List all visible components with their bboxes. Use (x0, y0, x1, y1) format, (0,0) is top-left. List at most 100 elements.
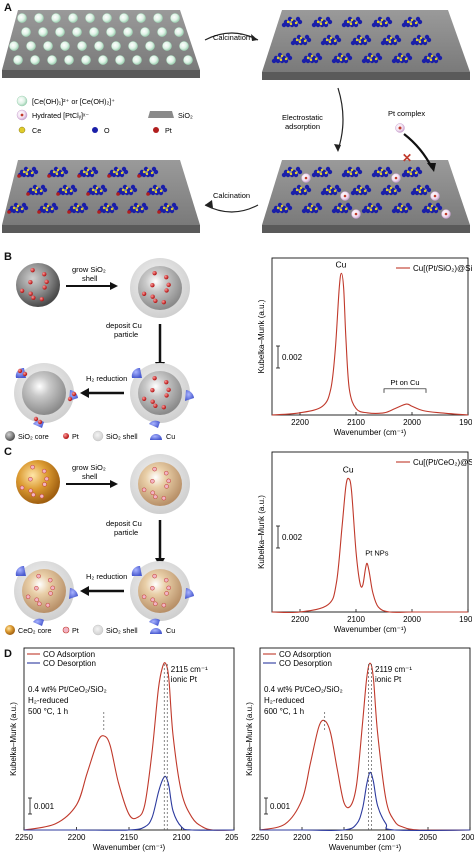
ceo2-core-icon (5, 625, 15, 635)
panel-a-legend: [Ce(OH)₁]²⁺ or [Ce(OH)₂]⁺ Hydrated [PtCl… (16, 95, 193, 135)
ceo2-cluster-clusterBR-12 (331, 202, 353, 214)
ce-ion-16 (123, 27, 133, 37)
label-electrostatic-1: Electrostatic (282, 113, 323, 122)
pt-particle (19, 288, 25, 293)
pt-particle (164, 470, 169, 476)
peak-label-ionic-pt: ionic Pt (375, 675, 402, 684)
pt-particle (164, 577, 169, 583)
ce-ion-17 (140, 27, 150, 37)
b-core-shell (130, 258, 190, 318)
ce-ion-40 (166, 55, 176, 65)
ce-ion-18 (157, 27, 167, 37)
slab-pt-adsorbed (262, 160, 470, 233)
pt-bead-icon (62, 626, 70, 634)
peak-label-wavenumber: 2115 cm⁻¹ (171, 665, 208, 674)
ceo2-cluster-clusterTR-9 (410, 34, 432, 46)
pt-particle (34, 585, 39, 591)
panel-b-schematic: grow SiO₂ shell deposit Cu particle H₂ r… (5, 258, 194, 442)
sample-label-0: 0.4 wt% Pt/CeO₂/SiO₂ (28, 685, 107, 694)
ceo2-cluster-clusterBL-3 (107, 166, 129, 178)
ceo2-cluster-clusterTR-3 (371, 16, 393, 28)
c-label-deposit-2: particle (114, 528, 138, 537)
pt-particle (31, 492, 36, 498)
ceo2-cluster-clusterTR-8 (380, 34, 402, 46)
legend-o: O (104, 126, 110, 135)
ce-ion-22 (43, 41, 53, 51)
legend-pt-ion: Hydrated [PtClᵧ]ˣ⁻ (32, 111, 89, 120)
pt-particle (166, 585, 171, 591)
legend-label: Cu[(Pt/SiO₂)@SiO₂] (413, 264, 472, 273)
pt-particle (161, 602, 167, 608)
pt-particle (19, 485, 25, 491)
x-tick-label: 2050 (225, 833, 238, 842)
scale-bar-label: 0.001 (34, 802, 55, 811)
series-line-co-desorption (260, 771, 471, 831)
ceo2-cluster-clusterTR-14 (391, 52, 413, 64)
ce-ion-37 (115, 55, 125, 65)
pt-particle (42, 271, 47, 277)
pt-particle (164, 274, 169, 280)
ceo2-cluster-clusterTR-11 (301, 52, 323, 64)
b-label-deposit-2: particle (114, 330, 138, 339)
ceo2-cluster-clusterBR-2 (341, 166, 363, 178)
pt-particle (141, 487, 147, 493)
legend-label-desorption: CO Desorption (279, 659, 332, 668)
pt-particle (153, 298, 158, 303)
ceo2-cluster-clusterTR-7 (350, 34, 372, 46)
x-tick-label: 2200 (293, 833, 311, 842)
x-tick-label: 1900 (459, 418, 472, 427)
ce-ion-1 (34, 13, 44, 23)
b-reduced-particle (14, 363, 78, 428)
ceo2-cluster-clusterTR-6 (320, 34, 342, 46)
x-tick-label: 2200 (291, 615, 309, 624)
pt-particle (166, 478, 171, 484)
panel-label-b: B (4, 251, 12, 263)
annotation-cu: Cu (343, 465, 354, 475)
pt-particle (150, 490, 155, 495)
ce-ion-28 (145, 41, 155, 51)
x-tick-label: 2250 (15, 833, 33, 842)
scale-bar-label: 0.001 (270, 802, 291, 811)
b-label-reduction: H₂ reduction (86, 374, 127, 383)
ceo2-cluster-clusterBL-14 (127, 202, 149, 214)
ceo2-cluster-clusterTR-5 (290, 34, 312, 46)
ceo2-cluster-clusterBR-6 (320, 184, 342, 196)
x-tick-label: 2100 (173, 833, 191, 842)
pt-particle (28, 280, 33, 285)
sio2-support-icon (148, 111, 174, 118)
label-pt-complex: Pt complex (388, 109, 425, 118)
ce-ion-15 (106, 27, 116, 37)
b-label-grow-1: grow SiO₂ (72, 265, 106, 274)
pt-particle (152, 466, 157, 472)
c-legend-pt: Pt (72, 626, 79, 635)
ce-ion-5 (102, 13, 112, 23)
b-label-deposit-1: deposit Cu (106, 321, 142, 330)
pt-particle (48, 591, 53, 596)
pt-particle (37, 601, 42, 607)
pt-particle (141, 594, 147, 600)
ce-atom-icon (18, 126, 26, 134)
pt-particle (44, 476, 49, 482)
sio2-shell-icon (92, 430, 104, 442)
legend-label-adsorption: CO Adsorption (43, 650, 95, 659)
y-axis-label: Kubelka–Munk (a.u.) (257, 495, 266, 569)
pt-particle (164, 288, 169, 293)
pt-particle (152, 573, 157, 579)
peak-label-wavenumber: 2119 cm⁻¹ (375, 665, 412, 674)
ceo2-cluster-clusterBL-15 (157, 202, 179, 214)
pt-particle (150, 294, 155, 299)
x-tick-label: 1900 (459, 615, 472, 624)
o-atom-icon (92, 127, 98, 133)
ceo2-cluster-clusterTR-1 (311, 16, 333, 28)
chart-c: 2200 2100 2000 1900 Wavenumber (cm⁻¹) Kubelka… (257, 451, 472, 634)
plot-frame (23, 647, 235, 831)
x-tick-label: 2200 (291, 418, 309, 427)
ce-ion-icon (16, 95, 28, 107)
ce-ion-25 (94, 41, 104, 51)
pt-particle (150, 478, 155, 484)
ce-ion-41 (183, 55, 193, 65)
pt-particle (28, 291, 33, 296)
ceo2-cluster-clusterTR-15 (421, 52, 443, 64)
b-label-grow-2: shell (82, 274, 98, 283)
ceo2-cluster-clusterTR-12 (331, 52, 353, 64)
